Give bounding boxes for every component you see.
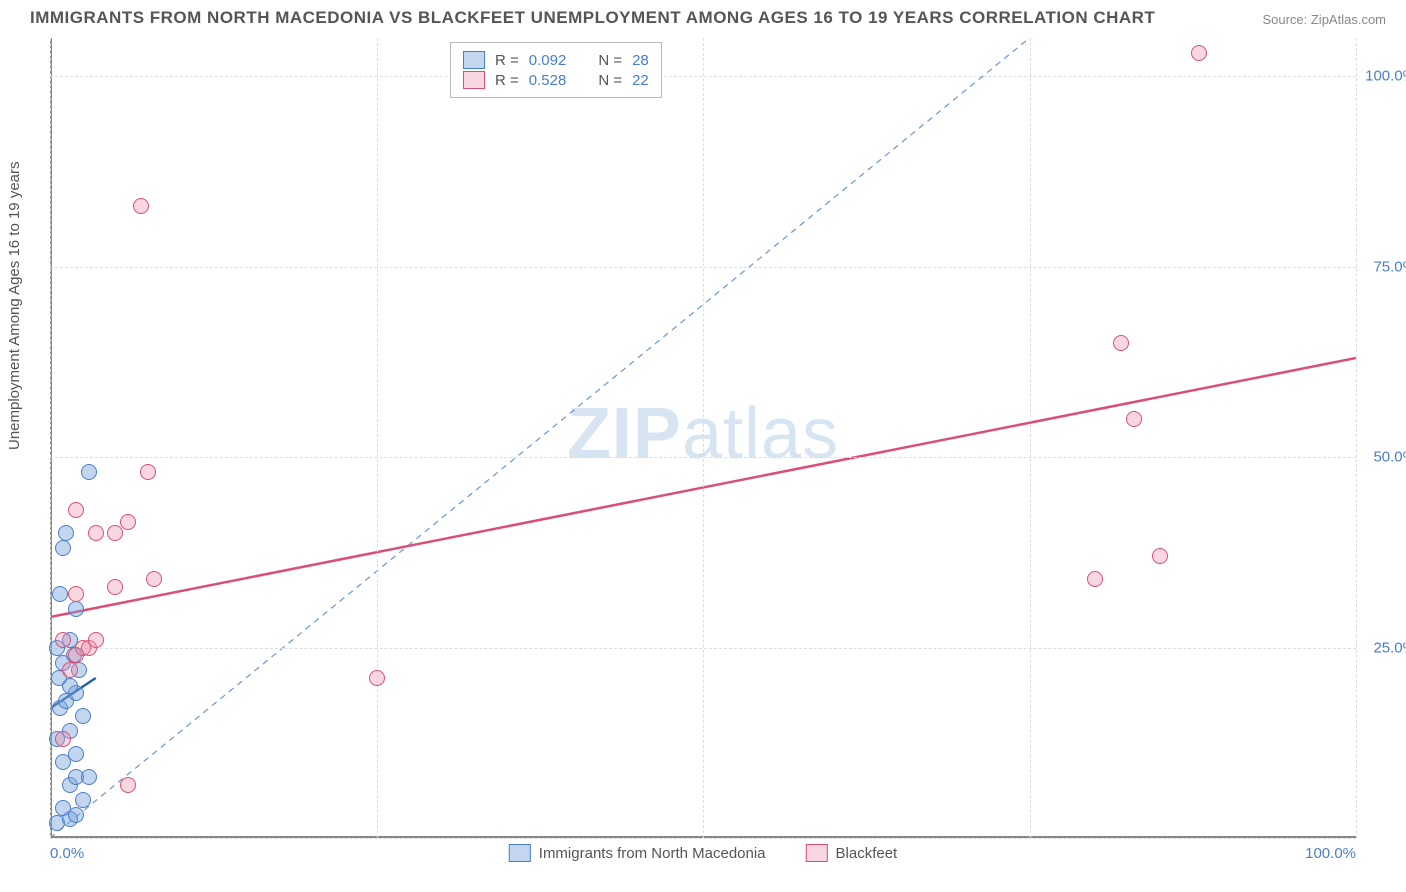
legend-stats-box: R = 0.092 N = 28 R = 0.528 N = 22	[450, 42, 662, 98]
scatter-point	[52, 586, 68, 602]
scatter-point	[68, 586, 84, 602]
chart-title: IMMIGRANTS FROM NORTH MACEDONIA VS BLACK…	[30, 8, 1155, 28]
gridline-v	[50, 38, 51, 838]
source-attribution: Source: ZipAtlas.com	[1262, 12, 1386, 27]
watermark-zip: ZIP	[567, 394, 682, 474]
y-axis-label: Unemployment Among Ages 16 to 19 years	[6, 161, 23, 450]
legend-swatch	[806, 844, 828, 862]
legend-stat-row: R = 0.092 N = 28	[463, 51, 649, 69]
ytick-label: 75.0%	[1373, 258, 1406, 275]
legend-swatch	[509, 844, 531, 862]
scatter-point	[88, 525, 104, 541]
scatter-point	[1152, 548, 1168, 564]
scatter-point	[133, 198, 149, 214]
legend-n-value: 22	[632, 72, 649, 89]
legend-r-label: R =	[495, 72, 519, 89]
scatter-point	[107, 579, 123, 595]
scatter-point	[55, 731, 71, 747]
scatter-point	[1087, 571, 1103, 587]
gridline-v	[1030, 38, 1031, 838]
ytick-label: 25.0%	[1373, 639, 1406, 656]
legend-r-value: 0.092	[529, 52, 567, 69]
scatter-point	[62, 662, 78, 678]
scatter-point	[1191, 45, 1207, 61]
scatter-point	[1113, 335, 1129, 351]
scatter-point	[68, 502, 84, 518]
scatter-chart: ZIPatlas 25.0%50.0%75.0%100.0%0.0%100.0%…	[50, 38, 1356, 838]
scatter-point	[120, 514, 136, 530]
legend-n-label: N =	[598, 52, 622, 69]
legend-item: Immigrants from North Macedonia	[509, 844, 766, 862]
legend-label: Immigrants from North Macedonia	[539, 845, 766, 862]
trend-line	[50, 38, 1030, 838]
scatter-point	[81, 464, 97, 480]
watermark-atlas: atlas	[682, 394, 839, 474]
legend-r-label: R =	[495, 52, 519, 69]
scatter-point	[1126, 411, 1142, 427]
legend-r-value: 0.528	[529, 72, 567, 89]
ytick-label: 50.0%	[1373, 449, 1406, 466]
legend-swatch	[463, 71, 485, 89]
xtick-label: 100.0%	[1305, 845, 1356, 862]
xtick-label: 0.0%	[50, 845, 84, 862]
scatter-point	[68, 746, 84, 762]
scatter-point	[75, 708, 91, 724]
scatter-point	[107, 525, 123, 541]
gridline-h	[50, 838, 1356, 839]
plot-area: ZIPatlas 25.0%50.0%75.0%100.0%0.0%100.0%	[50, 38, 1356, 838]
scatter-point	[58, 525, 74, 541]
scatter-point	[55, 540, 71, 556]
legend-item: Blackfeet	[806, 844, 898, 862]
legend-label: Blackfeet	[836, 845, 898, 862]
scatter-point	[140, 464, 156, 480]
scatter-point	[120, 777, 136, 793]
scatter-point	[55, 800, 71, 816]
legend-n-value: 28	[632, 52, 649, 69]
legend-n-label: N =	[598, 72, 622, 89]
scatter-point	[81, 769, 97, 785]
scatter-point	[88, 632, 104, 648]
legend-stat-row: R = 0.528 N = 22	[463, 71, 649, 89]
scatter-point	[146, 571, 162, 587]
scatter-point	[75, 792, 91, 808]
gridline-v	[703, 38, 704, 838]
gridline-v	[377, 38, 378, 838]
legend-bottom: Immigrants from North Macedonia Blackfeet	[509, 844, 897, 862]
scatter-point	[68, 601, 84, 617]
scatter-point	[369, 670, 385, 686]
scatter-point	[55, 632, 71, 648]
legend-swatch	[463, 51, 485, 69]
gridline-v	[1356, 38, 1357, 838]
ytick-label: 100.0%	[1365, 68, 1406, 85]
